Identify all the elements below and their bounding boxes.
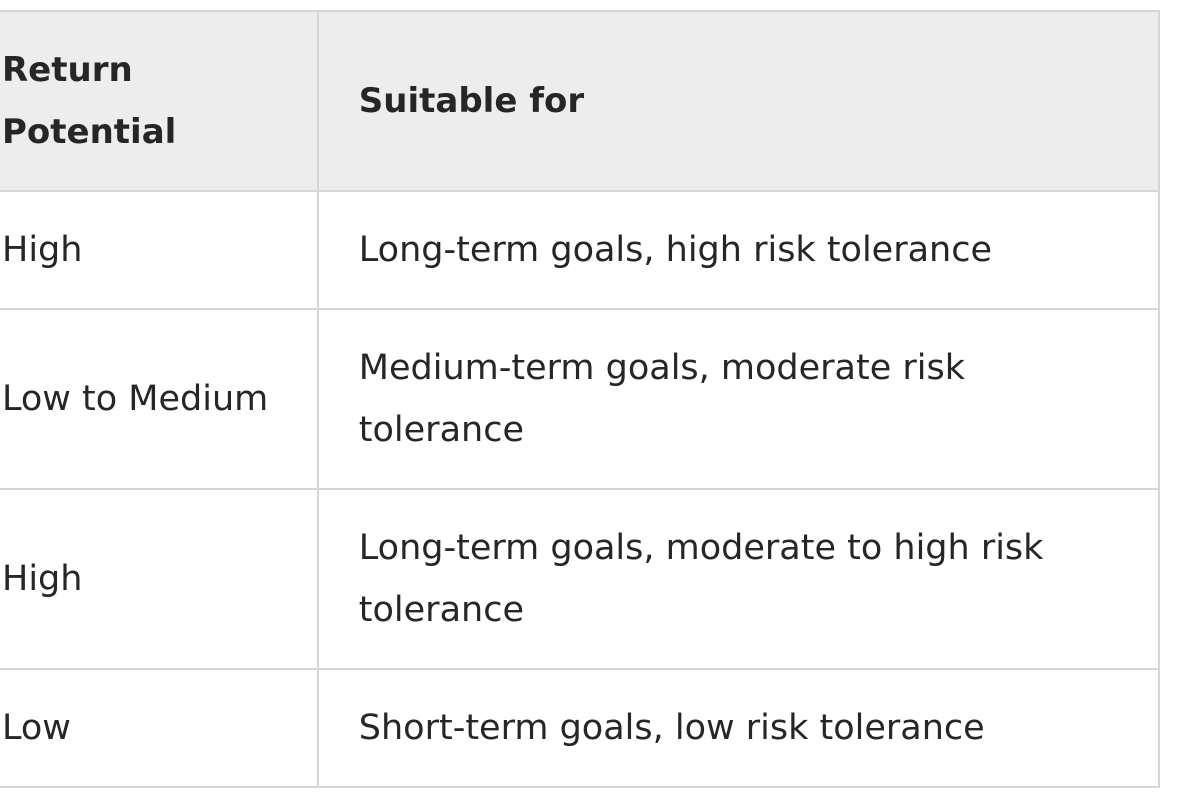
cell-suitable-for: Medium-term goals, moderate risk toleran…: [316, 308, 1161, 490]
suitable-for-value: Long-term goals, high risk tolerance: [358, 230, 993, 270]
table-row: Low Short-term goals, low risk tolerance: [0, 668, 1161, 788]
suitable-for-value: Long-term goals, moderate to high risk t…: [358, 528, 1044, 630]
header-suitable-for: Suitable for: [316, 10, 1161, 192]
cell-return-potential: Low: [0, 668, 319, 788]
investment-comparison-table: Return Potential Suitable for High Long-…: [0, 10, 1161, 788]
cell-return-potential: Low to Medium: [0, 308, 319, 490]
return-potential-value: Low to Medium: [2, 379, 269, 419]
table-header-row: Return Potential Suitable for: [0, 10, 1161, 192]
return-potential-value: High: [2, 559, 83, 599]
cell-return-potential: High: [0, 190, 319, 310]
cell-suitable-for: Long-term goals, moderate to high risk t…: [316, 488, 1161, 670]
suitable-for-value: Medium-term goals, moderate risk toleran…: [358, 348, 965, 450]
header-return-potential: Return Potential: [0, 10, 319, 192]
return-potential-value: Low: [2, 708, 71, 748]
table-row: High Long-term goals, high risk toleranc…: [0, 190, 1161, 310]
cell-suitable-for: Short-term goals, low risk tolerance: [316, 668, 1161, 788]
return-potential-value: High: [2, 230, 83, 270]
cell-return-potential: High: [0, 488, 319, 670]
table-row: High Long-term goals, moderate to high r…: [0, 488, 1161, 670]
cell-suitable-for: Long-term goals, high risk tolerance: [316, 190, 1161, 310]
header-suitable-for-label: Suitable for: [358, 81, 585, 121]
table-row: Low to Medium Medium-term goals, moderat…: [0, 308, 1161, 490]
header-return-potential-label: Return Potential: [2, 50, 177, 152]
suitable-for-value: Short-term goals, low risk tolerance: [358, 708, 985, 748]
